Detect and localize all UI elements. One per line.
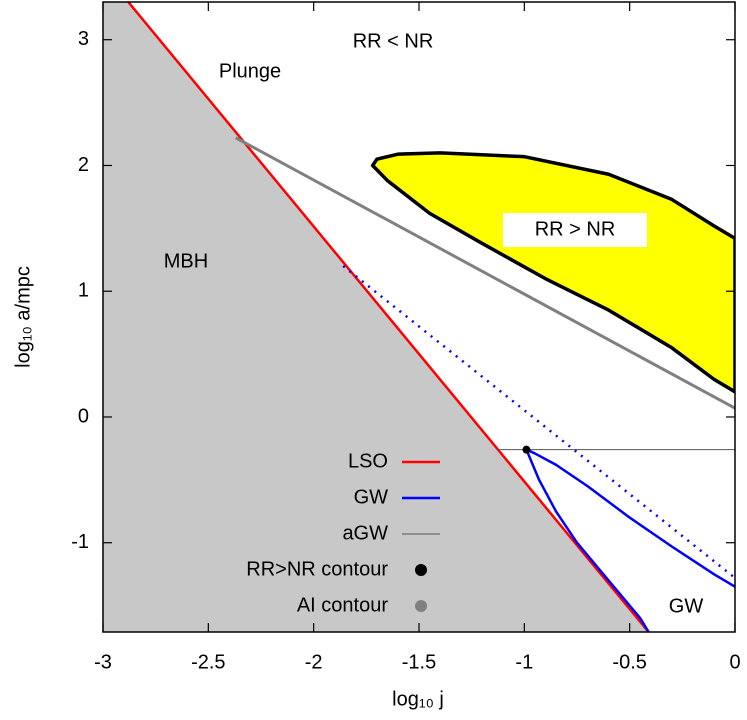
y-axis-label: log₁₀ a/mpc bbox=[12, 266, 34, 368]
legend-label: AI contour bbox=[297, 594, 389, 616]
x-tick-label: 0 bbox=[729, 651, 740, 673]
x-tick-label: -0.5 bbox=[612, 651, 646, 673]
point bbox=[522, 445, 531, 454]
contour bbox=[370, 151, 735, 394]
region-fill bbox=[103, 2, 649, 632]
y-tick-label: -1 bbox=[71, 531, 89, 553]
y-tick-label: 3 bbox=[78, 28, 89, 50]
y-tick-label: 1 bbox=[78, 280, 89, 302]
legend-label: GW bbox=[354, 486, 389, 508]
label-background bbox=[503, 213, 647, 247]
x-tick-label: -1 bbox=[515, 651, 533, 673]
legend-label: RR>NR contour bbox=[246, 558, 388, 580]
annotation: RR < NR bbox=[353, 30, 434, 52]
x-axis-label: log₁₀ j bbox=[392, 688, 444, 710]
annotation: RR > NR bbox=[535, 218, 616, 240]
curve bbox=[235, 136, 735, 410]
annotation: MBH bbox=[164, 250, 208, 272]
legend-label: aGW bbox=[342, 522, 388, 544]
curve bbox=[342, 265, 735, 579]
x-tick-label: -2 bbox=[305, 651, 323, 673]
annotation: GW bbox=[669, 595, 704, 617]
curve bbox=[127, 2, 650, 632]
y-tick-label: 0 bbox=[78, 405, 89, 427]
plot-area bbox=[103, 2, 735, 632]
x-tick-label: -3 bbox=[94, 651, 112, 673]
legend-label: LSO bbox=[348, 450, 388, 472]
x-tick-label: -1.5 bbox=[402, 651, 436, 673]
x-tick-label: -2.5 bbox=[191, 651, 225, 673]
legend-marker bbox=[415, 564, 427, 576]
y-tick-label: 2 bbox=[78, 154, 89, 176]
legend-marker bbox=[415, 600, 427, 612]
annotation: Plunge bbox=[219, 60, 281, 82]
